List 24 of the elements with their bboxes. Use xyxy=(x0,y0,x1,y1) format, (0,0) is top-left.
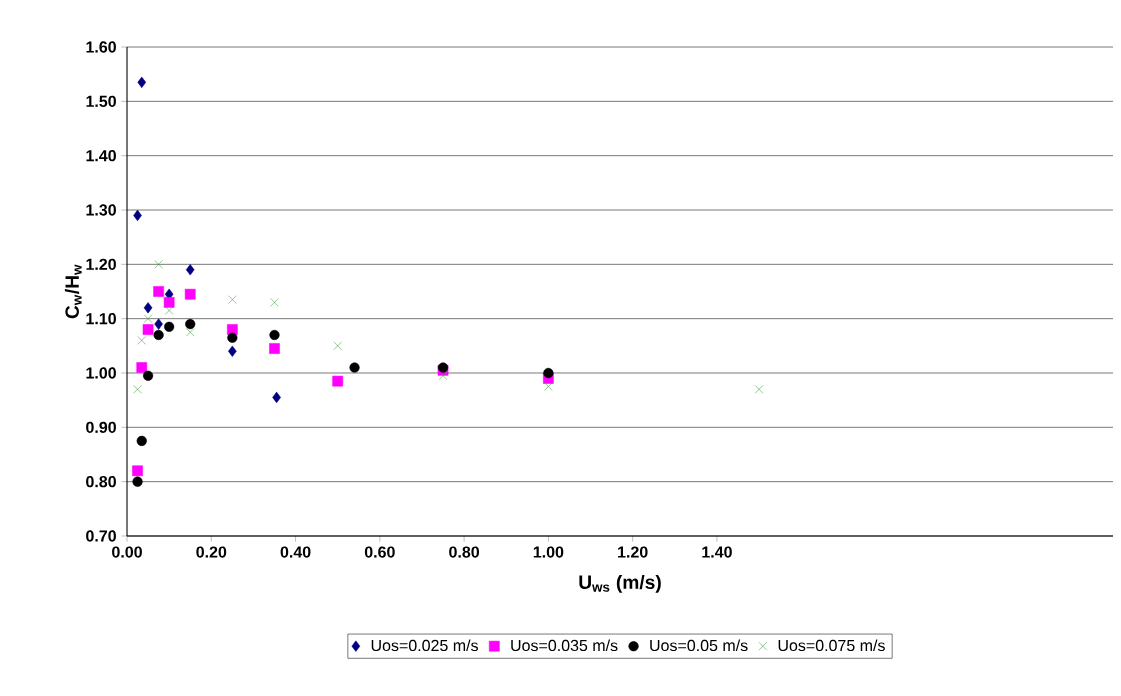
x-tick-label: 0.80 xyxy=(449,546,480,558)
legend-label: Uos=0.035 m/s xyxy=(511,639,618,652)
legend-label: Uos=0.05 m/s xyxy=(650,639,748,652)
y-tick-label: 0.90 xyxy=(86,421,116,433)
legend-label: Uos=0.025 m/s xyxy=(371,639,478,652)
x-tick-label: 0.60 xyxy=(364,546,395,558)
x-tick-label: 0.40 xyxy=(280,546,311,558)
y-tick-label: 1.00 xyxy=(86,367,116,379)
y-tick-label: 0.80 xyxy=(86,476,116,488)
x-tick-label: 0.20 xyxy=(196,546,227,558)
y-tick-label: 1.40 xyxy=(86,150,116,162)
y-axis-title: C$_{w}$/H$_{w}$ xyxy=(64,264,82,319)
y-tick-label: 1.30 xyxy=(86,204,116,216)
y-tick-label: 0.70 xyxy=(86,530,116,542)
x-tick-label: 0.00 xyxy=(112,546,142,558)
x-tick-label: 1.40 xyxy=(702,546,732,558)
legend-label: Uos=0.075 m/s xyxy=(778,639,885,652)
y-tick-label: 1.20 xyxy=(86,258,116,270)
x-axis-title: U$_{ws}$ (m/s) xyxy=(579,574,661,593)
x-tick-label: 1.00 xyxy=(533,546,564,558)
y-tick-label: 1.60 xyxy=(86,41,116,53)
y-tick-label: 1.10 xyxy=(86,313,116,325)
y-tick-label: 1.50 xyxy=(86,95,116,107)
x-tick-label: 1.20 xyxy=(618,546,648,558)
